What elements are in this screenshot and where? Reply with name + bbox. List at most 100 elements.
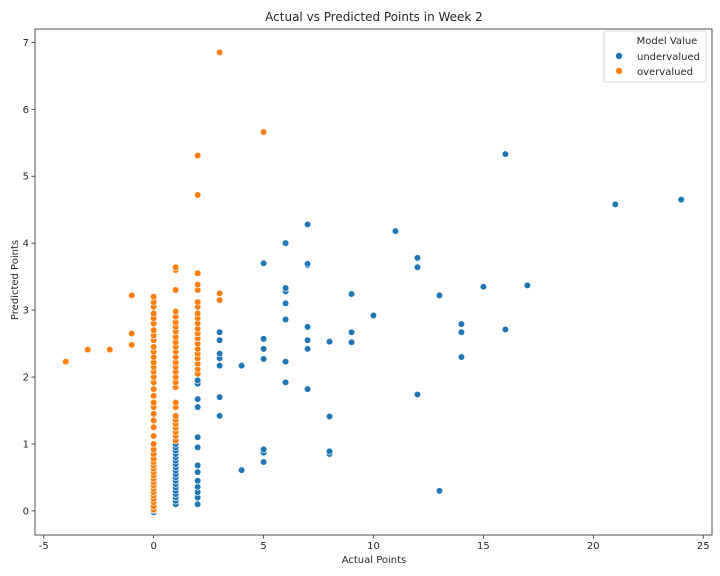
data-point-undervalued <box>413 254 422 262</box>
data-point-undervalued <box>435 487 444 495</box>
data-point-undervalued <box>194 376 202 384</box>
data-point-overvalued <box>172 412 180 420</box>
data-point-undervalued <box>347 338 356 346</box>
data-point-overvalued <box>150 410 158 418</box>
legend-title: Model Value <box>637 36 698 47</box>
data-point-overvalued <box>194 151 202 160</box>
data-point-undervalued <box>216 350 224 358</box>
data-point-undervalued <box>501 325 509 334</box>
data-point-overvalued <box>150 398 158 407</box>
data-point-undervalued <box>281 284 290 292</box>
data-point-overvalued <box>172 398 180 407</box>
data-point-undervalued <box>677 196 685 204</box>
data-point-undervalued <box>260 355 268 363</box>
data-point-undervalued <box>260 259 268 267</box>
data-point-undervalued <box>369 311 378 320</box>
data-point-overvalued <box>150 293 158 301</box>
data-point-overvalued <box>106 346 114 354</box>
data-point-undervalued <box>238 362 246 370</box>
data-point-overvalued <box>216 289 224 297</box>
data-point-overvalued <box>216 48 224 57</box>
y-tick-label: 3 <box>23 306 29 317</box>
data-point-overvalued <box>150 432 158 440</box>
x-tick-label: -5 <box>39 541 49 552</box>
chart-title: Actual vs Predicted Points in Week 2 <box>265 10 483 24</box>
data-point-undervalued <box>281 315 290 324</box>
data-point-overvalued <box>194 191 202 199</box>
data-point-overvalued <box>84 346 92 354</box>
data-point-undervalued <box>194 468 202 476</box>
data-point-undervalued <box>260 458 268 466</box>
data-point-undervalued <box>303 345 312 353</box>
data-point-undervalued <box>611 200 619 208</box>
data-point-overvalued <box>150 416 158 425</box>
data-point-undervalued <box>413 263 422 271</box>
data-point-undervalued <box>479 283 488 291</box>
data-point-undervalued <box>281 299 290 308</box>
data-point-undervalued <box>435 291 444 299</box>
x-tick-label: 25 <box>697 541 710 552</box>
data-point-undervalued <box>260 445 268 453</box>
data-point-undervalued <box>457 320 466 328</box>
data-point-overvalued <box>150 326 158 334</box>
data-point-undervalued <box>194 483 202 491</box>
data-point-undervalued <box>194 443 202 451</box>
data-point-undervalued <box>347 328 356 336</box>
data-point-undervalued <box>281 239 290 247</box>
data-point-overvalued <box>172 307 180 316</box>
x-axis: -5 0 5 10 15 20 25 <box>39 535 710 552</box>
data-point-undervalued <box>216 393 224 401</box>
data-point-overvalued <box>216 296 224 304</box>
legend-label-undervalued: undervalued <box>637 52 700 63</box>
data-point-overvalued <box>172 263 180 271</box>
x-tick-label: 15 <box>477 541 490 552</box>
data-point-overvalued <box>62 358 70 366</box>
data-point-undervalued <box>216 362 224 370</box>
data-point-overvalued <box>194 298 202 306</box>
data-point-undervalued <box>303 385 312 393</box>
data-point-undervalued <box>281 378 290 387</box>
data-point-undervalued <box>194 500 202 508</box>
data-point-overvalued <box>172 286 180 294</box>
y-tick-label: 5 <box>23 172 29 183</box>
x-tick-label: 10 <box>367 541 380 552</box>
data-point-undervalued <box>347 290 356 298</box>
y-axis: 0 1 2 3 4 5 6 7 <box>23 38 35 517</box>
y-tick-label: 2 <box>23 373 29 384</box>
legend-box <box>603 30 707 83</box>
data-point-undervalued <box>303 323 312 331</box>
data-point-overvalued <box>150 440 158 448</box>
data-point-overvalued <box>150 385 158 393</box>
data-point-undervalued <box>325 447 334 455</box>
data-point-undervalued <box>216 412 224 420</box>
legend-marker-undervalued <box>615 52 623 60</box>
data-point-undervalued <box>216 336 224 344</box>
y-axis-title: Predicted Points <box>10 240 21 320</box>
legend-label-overvalued: overvalued <box>637 67 693 78</box>
legend: Model Value undervalued overvalued <box>603 30 707 83</box>
data-point-undervalued <box>523 281 531 289</box>
data-point-undervalued <box>303 336 312 344</box>
data-point-undervalued <box>260 335 268 343</box>
y-tick-label: 1 <box>23 439 29 450</box>
data-point-undervalued <box>194 461 202 469</box>
y-tick-label: 4 <box>23 239 29 250</box>
data-point-overvalued <box>150 309 158 318</box>
y-tick-label: 6 <box>23 105 29 116</box>
data-point-undervalued <box>325 337 334 346</box>
data-point-undervalued <box>194 477 202 485</box>
data-point-undervalued <box>216 328 224 336</box>
legend-marker-overvalued <box>615 67 623 75</box>
data-point-undervalued <box>194 403 202 411</box>
data-point-overvalued <box>128 329 136 338</box>
data-point-undervalued <box>238 466 246 474</box>
series-overvalued <box>62 48 268 514</box>
data-point-overvalued <box>128 291 136 299</box>
data-point-undervalued <box>260 345 268 353</box>
data-point-overvalued <box>194 281 202 289</box>
data-point-overvalued <box>150 423 158 431</box>
data-point-overvalued <box>150 343 158 351</box>
data-point-undervalued <box>413 390 422 399</box>
